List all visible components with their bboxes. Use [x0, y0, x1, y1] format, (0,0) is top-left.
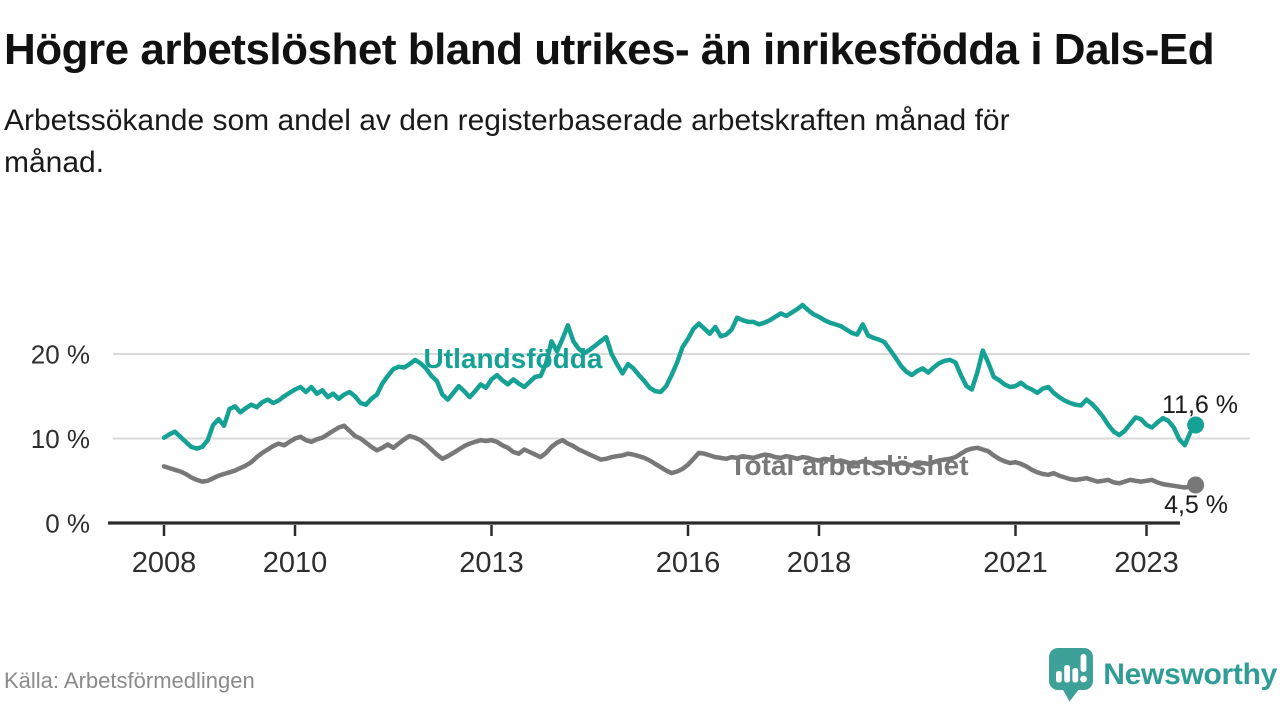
series-label: Utlandsfödda: [424, 343, 603, 374]
series-endpoint-dot: [1187, 476, 1205, 494]
y-tick-label: 10 %: [31, 424, 90, 454]
x-tick-label: 2008: [132, 547, 197, 579]
unemployment-line-chart: 2008 2010 2013 2016 2018 2021 2023 0 % 10 % 20 % U…: [31, 302, 1250, 579]
x-tick-label: 2023: [1114, 547, 1179, 579]
chart-header: Högre arbetslöshet bland utrikes- än inr…: [4, 22, 1244, 185]
x-tick-label: 2018: [787, 547, 852, 579]
x-tick-label: 2016: [656, 547, 721, 579]
x-tick-label: 2013: [459, 547, 524, 579]
exclamation-dot: [1080, 675, 1088, 683]
end-value-label: 4,5 %: [1164, 491, 1228, 519]
series-line-utlandsfodda: [161, 302, 1198, 451]
exclamation-bar: [1080, 654, 1087, 672]
x-tick-label: 2021: [983, 547, 1048, 579]
y-tick-label: 20 %: [31, 340, 90, 370]
end-value-label: 11,6 %: [1162, 391, 1238, 419]
source-note: Källa: Arbetsförmedlingen: [4, 668, 255, 693]
y-tick-label: 0 %: [45, 509, 90, 539]
line-chart-area: 2008 2010 2013 2016 2018 2021 2023 0 % 10 % 20 % U…: [0, 280, 1280, 620]
newsworthy-logo: Newsworthy: [1048, 646, 1277, 704]
x-tick-label: 2010: [263, 547, 328, 579]
series-line-total: [161, 423, 1198, 490]
series-endpoint-dot: [1187, 416, 1205, 434]
chart-subtitle: Arbetssökande som andel av den registerb…: [4, 103, 1010, 180]
page-title: Högre arbetslöshet bland utrikes- än inr…: [4, 25, 1215, 74]
newsworthy-bubble-chart-icon: [1049, 648, 1094, 702]
newsworthy-wordmark: Newsworthy: [1103, 658, 1277, 691]
series-label: Total arbetslöshet: [729, 450, 968, 481]
